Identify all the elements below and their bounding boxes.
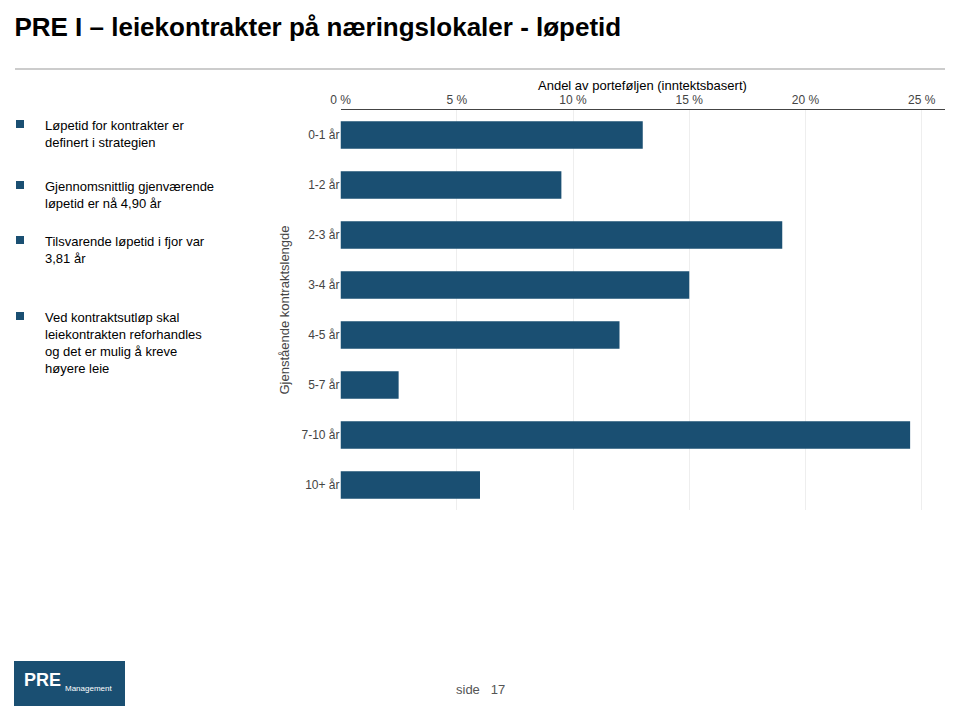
svg-text:2-3 år: 2-3 år: [308, 228, 339, 242]
svg-text:Gjennomsnittlig gjenværendeløp: Gjennomsnittlig gjenværendeløpetid er nå…: [45, 179, 214, 211]
svg-text:0 %: 0 %: [330, 93, 351, 107]
svg-text:3-4 år: 3-4 år: [308, 278, 339, 292]
svg-text:10+ år: 10+ år: [305, 478, 339, 492]
svg-text:PRE: PRE: [24, 670, 61, 690]
svg-text:Ved kontraktsutløp skalleiekon: Ved kontraktsutløp skalleiekontrakten re…: [45, 310, 202, 376]
svg-text:7-10 år: 7-10 år: [301, 428, 339, 442]
svg-text:Management: Management: [65, 684, 112, 693]
svg-text:5-7 år: 5-7 år: [308, 378, 339, 392]
svg-text:Tilsvarende løpetid i fjor var: Tilsvarende løpetid i fjor var3,81 år: [45, 234, 205, 266]
svg-text:Andel av porteføljen (inntekts: Andel av porteføljen (inntektsbasert): [538, 78, 747, 93]
svg-text:15 %: 15 %: [676, 93, 704, 107]
svg-text:Gjenstående kontraktslengde: Gjenstående kontraktslengde: [277, 225, 292, 394]
svg-text:20 %: 20 %: [792, 93, 820, 107]
svg-text:side 17: side 17: [456, 682, 505, 697]
svg-text:25 %: 25 %: [908, 93, 936, 107]
svg-text:10 %: 10 %: [559, 93, 587, 107]
svg-text:1-2 år: 1-2 år: [308, 178, 339, 192]
svg-text:4-5 år: 4-5 år: [308, 328, 339, 342]
svg-text:5 %: 5 %: [446, 93, 467, 107]
svg-text:Løpetid for kontrakter erdefin: Løpetid for kontrakter erdefinert i stra…: [45, 118, 184, 150]
svg-text:0-1 år: 0-1 år: [308, 128, 339, 142]
svg-text:PRE I – leiekontrakter på næri: PRE I – leiekontrakter på næringslokaler…: [14, 12, 621, 42]
